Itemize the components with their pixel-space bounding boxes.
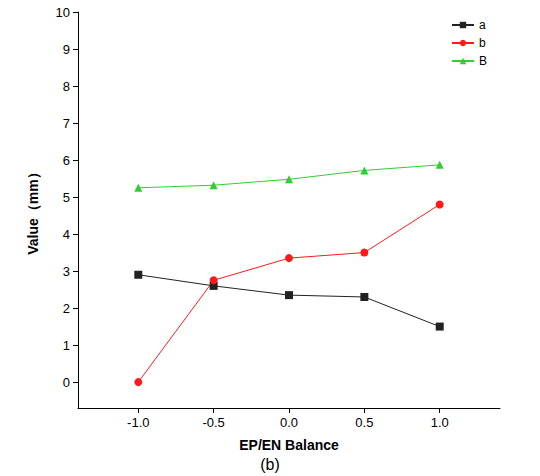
svg-text:6: 6	[63, 153, 70, 168]
svg-text:2: 2	[63, 301, 70, 316]
svg-text:EP/EN Balance: EP/EN Balance	[239, 437, 339, 453]
svg-text:10: 10	[56, 5, 70, 20]
svg-text:b: b	[479, 36, 486, 50]
svg-text:(b): (b)	[260, 456, 280, 473]
svg-text:7: 7	[63, 116, 70, 131]
svg-text:4: 4	[63, 227, 70, 242]
svg-text:1: 1	[63, 338, 70, 353]
svg-text:-1.0: -1.0	[127, 415, 149, 430]
svg-text:a: a	[479, 18, 486, 32]
svg-text:0.0: 0.0	[280, 415, 298, 430]
svg-text:B: B	[479, 54, 487, 68]
svg-text:5: 5	[63, 190, 70, 205]
svg-text:0: 0	[63, 375, 70, 390]
svg-text:3: 3	[63, 264, 70, 279]
svg-text:Value（mm）: Value（mm）	[25, 165, 41, 254]
svg-text:0.5: 0.5	[355, 415, 373, 430]
svg-text:8: 8	[63, 79, 70, 94]
svg-text:-0.5: -0.5	[202, 415, 224, 430]
svg-text:1.0: 1.0	[431, 415, 449, 430]
svg-text:9: 9	[63, 42, 70, 57]
